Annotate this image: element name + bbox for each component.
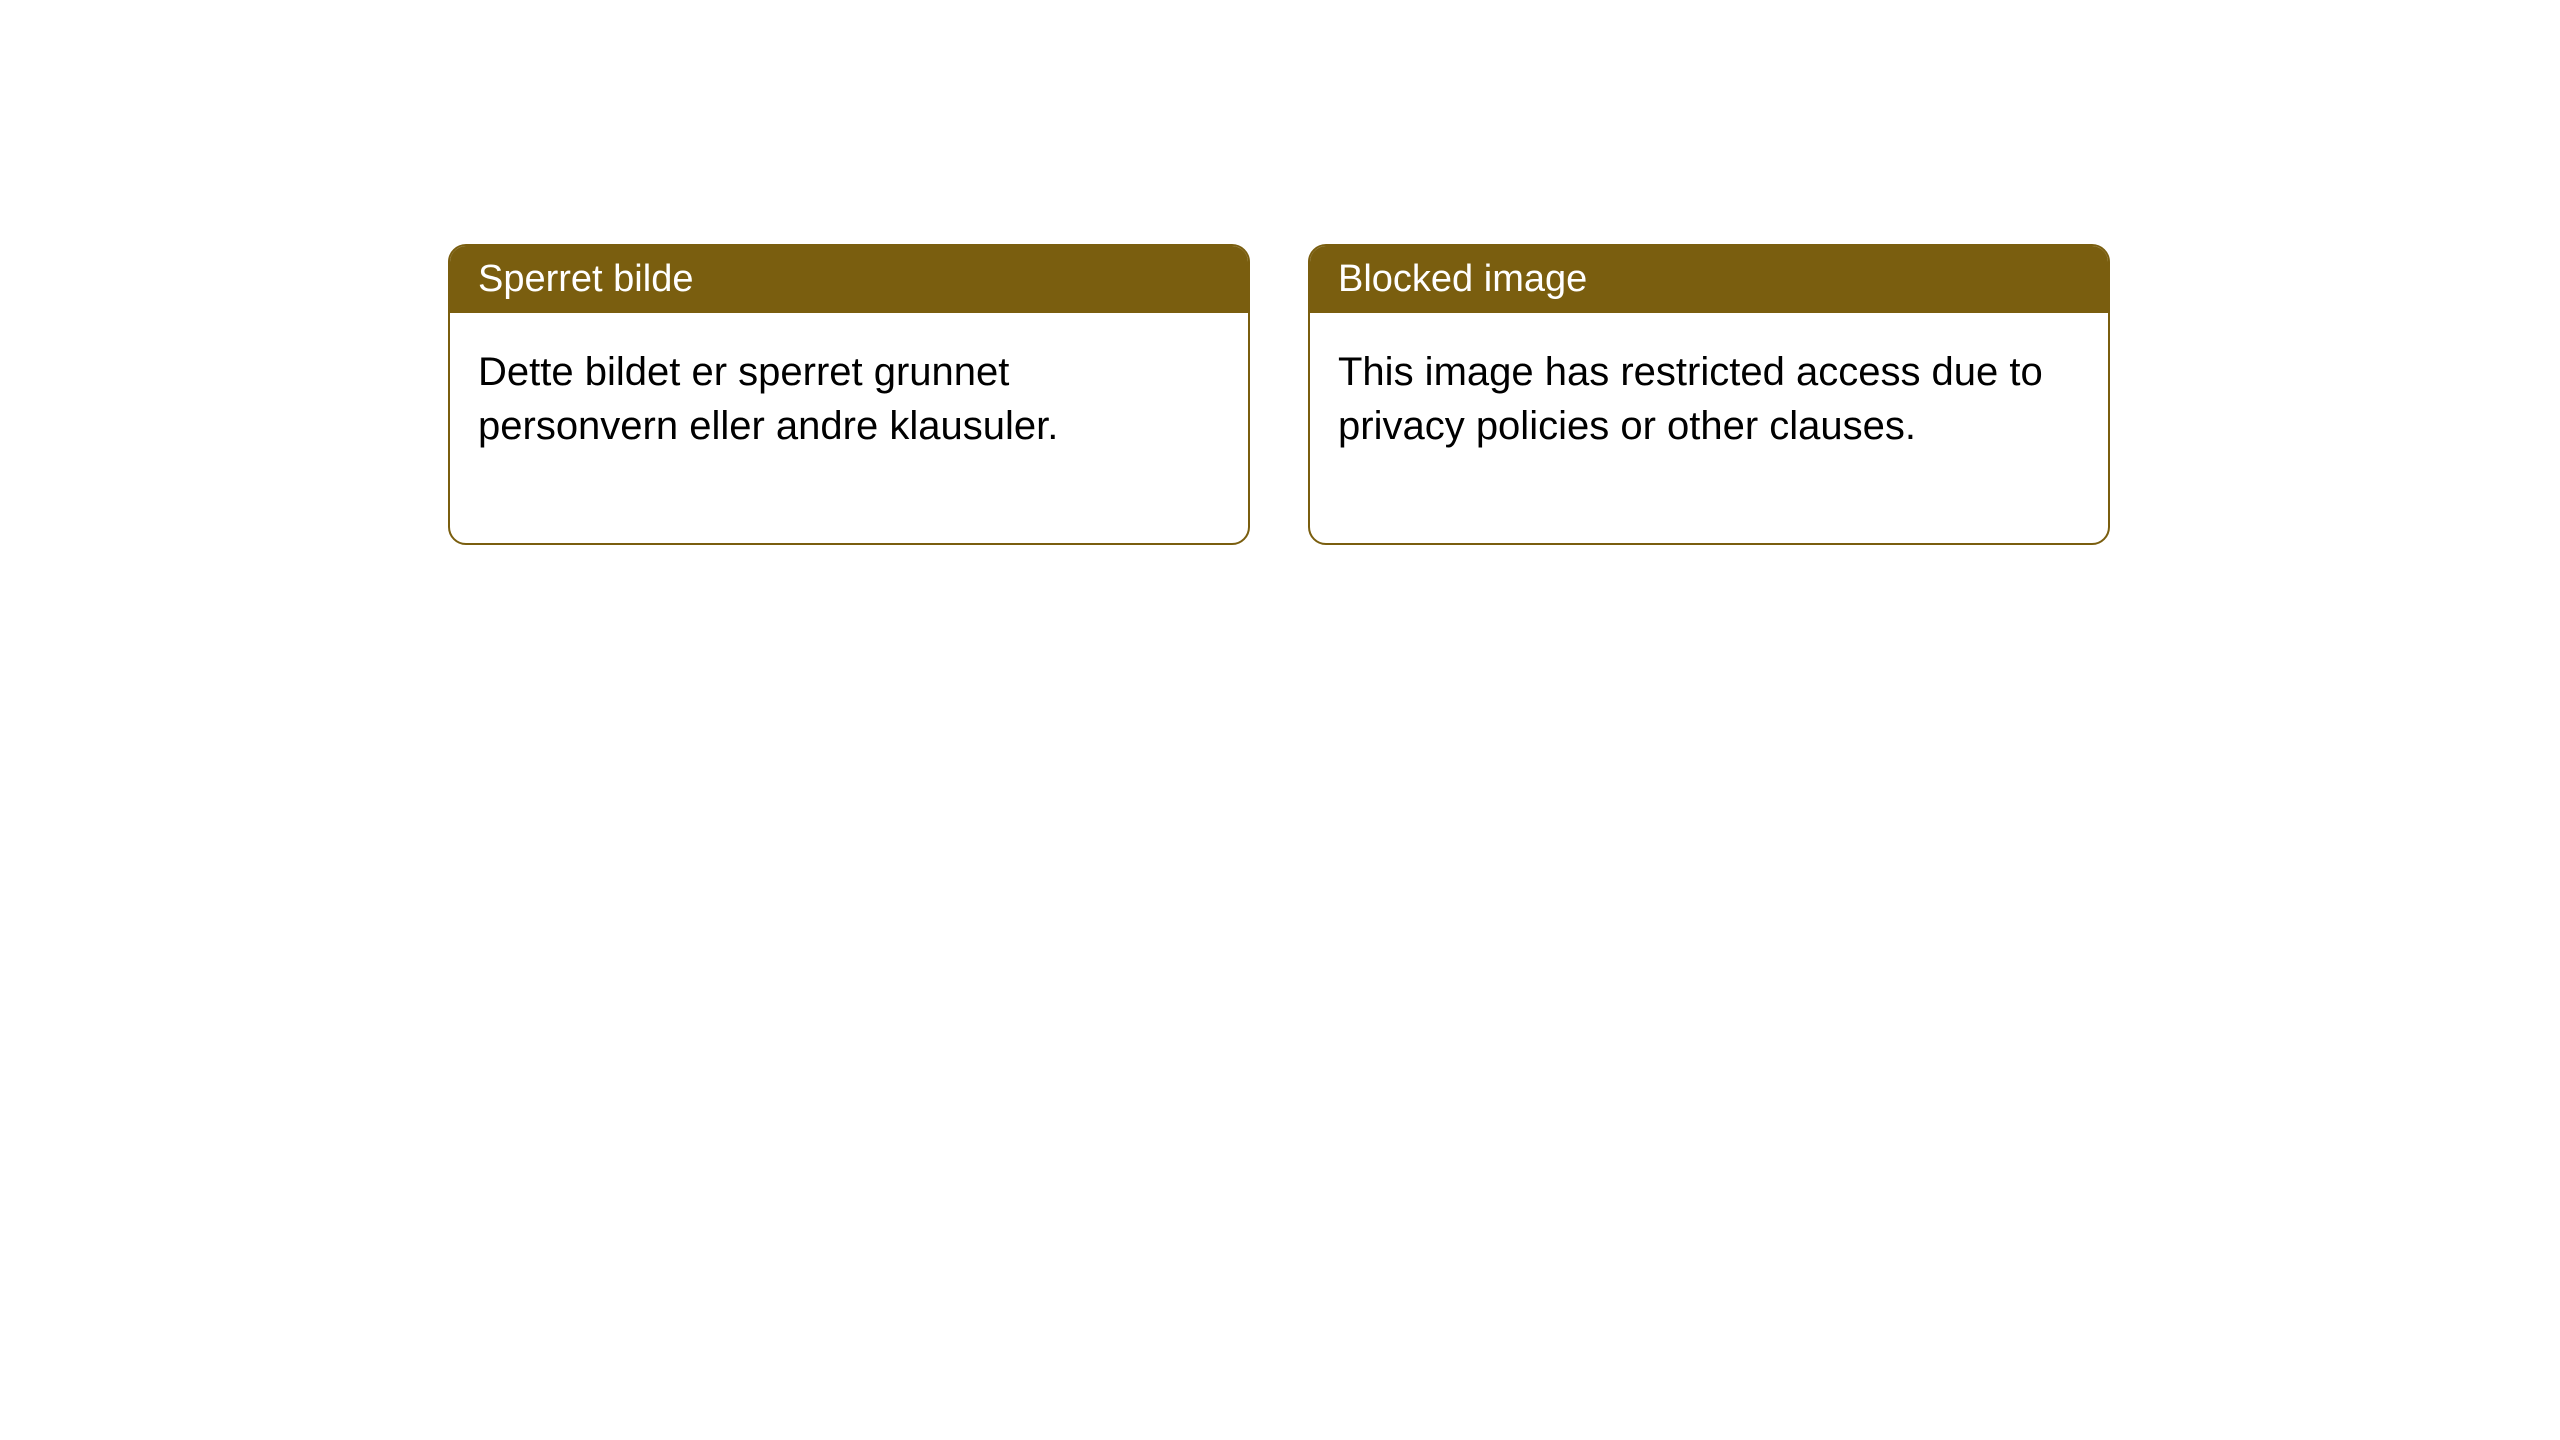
- card-body: This image has restricted access due to …: [1310, 313, 2108, 543]
- card-title: Blocked image: [1338, 258, 1587, 300]
- card-title: Sperret bilde: [478, 258, 693, 300]
- card-header: Sperret bilde: [450, 246, 1248, 313]
- notice-card-english: Blocked image This image has restricted …: [1308, 244, 2110, 545]
- notice-container: Sperret bilde Dette bildet er sperret gr…: [0, 0, 2560, 545]
- card-body: Dette bildet er sperret grunnet personve…: [450, 313, 1248, 543]
- card-body-text: Dette bildet er sperret grunnet personve…: [478, 350, 1058, 448]
- notice-card-norwegian: Sperret bilde Dette bildet er sperret gr…: [448, 244, 1250, 545]
- card-body-text: This image has restricted access due to …: [1338, 350, 2043, 448]
- card-header: Blocked image: [1310, 246, 2108, 313]
